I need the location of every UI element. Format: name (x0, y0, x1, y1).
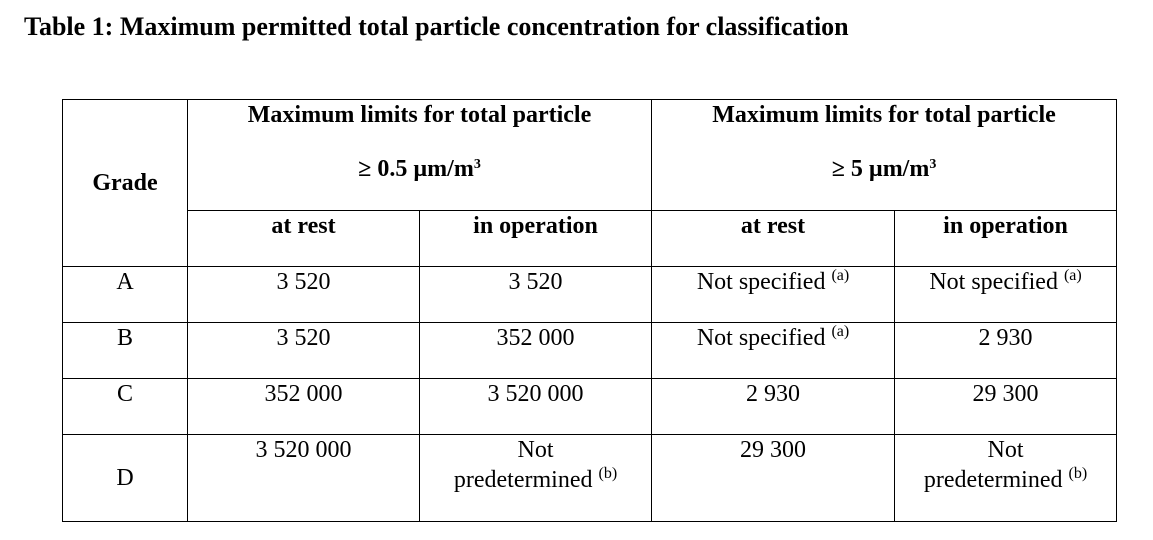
subheader-in-operation: in operation (894, 210, 1118, 267)
table-title: Table 1: Maximum permitted total particl… (24, 12, 849, 41)
table-row: A 3 520 3 520 Not specified (a) Not spec… (62, 266, 1118, 323)
value-cell: Not predetermined (b) (894, 434, 1118, 522)
group-header-5um: Maximum limits for total particle ≥ 5 µm… (651, 99, 1118, 211)
table-row: D 3 520 000 Not predetermined (b) 29 300… (62, 434, 1118, 522)
subheader-in-operation: in operation (418, 210, 653, 267)
grade-cell: A (62, 266, 188, 323)
footnote-marker: (b) (1068, 465, 1088, 482)
value-cell: 3 520 000 (187, 434, 420, 522)
grade-cell: D (62, 434, 188, 522)
value-cell: Not predetermined (b) (418, 434, 653, 522)
value-cell: 2 930 (651, 378, 896, 435)
footnote-marker: (a) (831, 323, 850, 340)
footnote-marker: (b) (598, 465, 618, 482)
value-cell: 3 520 (187, 266, 420, 323)
table-row: C 352 000 3 520 000 2 930 29 300 (62, 378, 1118, 435)
subheader-at-rest: at rest (187, 210, 420, 267)
grade-cell: B (62, 322, 188, 379)
footnote-marker: (a) (831, 267, 850, 284)
value-cell: 2 930 (894, 322, 1118, 379)
value-cell: Not specified (a) (651, 266, 896, 323)
value-cell: 3 520 000 (418, 378, 653, 435)
value-cell: 29 300 (894, 378, 1118, 435)
header-row-2: at rest in operation at rest in operatio… (63, 210, 1118, 267)
value-cell: 352 000 (418, 322, 653, 379)
grade-header: Grade (62, 99, 188, 267)
particle-concentration-table: Grade Maximum limits for total particle … (62, 99, 1118, 522)
value-cell: 3 520 (187, 322, 420, 379)
group-header-line2: ≥ 0.5 µm/m3 (358, 156, 481, 182)
group-header-line2: ≥ 5 µm/m3 (831, 156, 937, 182)
header-row-1: Grade Maximum limits for total particle … (62, 99, 1118, 267)
subheader-at-rest: at rest (651, 210, 896, 267)
group-header-0-5um: Maximum limits for total particle ≥ 0.5 … (186, 99, 653, 211)
table-row: B 3 520 352 000 Not specified (a) 2 930 (62, 322, 1118, 379)
footnote-marker: (a) (1063, 267, 1082, 284)
value-cell: 29 300 (651, 434, 896, 522)
value-cell: Not specified (a) (651, 322, 896, 379)
grade-cell: C (62, 378, 188, 435)
value-cell: Not specified (a) (894, 266, 1118, 323)
value-cell: 352 000 (187, 378, 420, 435)
group-header-line1: Maximum limits for total particle (712, 102, 1056, 128)
value-cell: 3 520 (418, 266, 653, 323)
group-header-line1: Maximum limits for total particle (247, 102, 592, 128)
